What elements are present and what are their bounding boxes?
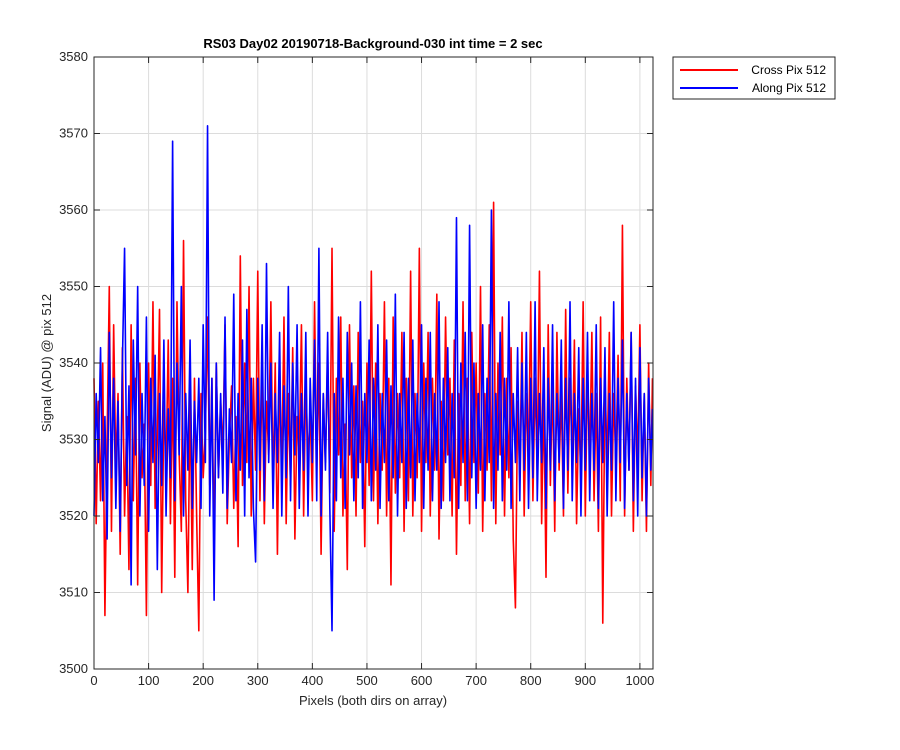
- legend: Cross Pix 512 Along Pix 512: [672, 56, 836, 100]
- y-tick-label: 3500: [59, 661, 88, 676]
- x-tick-label: 100: [138, 673, 160, 688]
- x-tick-label: 900: [574, 673, 596, 688]
- legend-label-along: Along Pix 512: [752, 81, 826, 95]
- y-tick-label: 3540: [59, 355, 88, 370]
- x-axis-label: Pixels (both dirs on array): [299, 693, 447, 708]
- x-tick-label: 400: [302, 673, 324, 688]
- series-line-along-pix-512: [93, 125, 654, 632]
- legend-label-cross: Cross Pix 512: [751, 63, 826, 77]
- y-tick-label: 3570: [59, 126, 88, 141]
- y-tick-label: 3550: [59, 279, 88, 294]
- x-tick-label: 700: [465, 673, 487, 688]
- y-axis-label: Signal (ADU) @ pix 512: [39, 294, 54, 432]
- y-tick-label: 3530: [59, 432, 88, 447]
- series-lines: [93, 125, 654, 632]
- y-tick-label: 3580: [59, 49, 88, 64]
- x-tick-label: 800: [520, 673, 542, 688]
- x-tick-label: 0: [90, 673, 97, 688]
- x-axis-ticks: 0 100 200 300 400 500 600 700 800 900 1000: [90, 57, 654, 688]
- x-tick-label: 500: [356, 673, 378, 688]
- chart-title: RS03 Day02 20190718-Background-030 int t…: [203, 36, 542, 51]
- x-tick-label: 1000: [625, 673, 654, 688]
- y-tick-label: 3560: [59, 202, 88, 217]
- y-tick-label: 3520: [59, 508, 88, 523]
- legend-box: [672, 56, 836, 100]
- y-tick-label: 3510: [59, 585, 88, 600]
- x-tick-label: 300: [247, 673, 269, 688]
- x-tick-label: 200: [192, 673, 214, 688]
- x-tick-label: 600: [411, 673, 433, 688]
- y-axis-ticks: 3500 3510 3520 3530 3540 3550 3560 3570 3580: [59, 49, 653, 676]
